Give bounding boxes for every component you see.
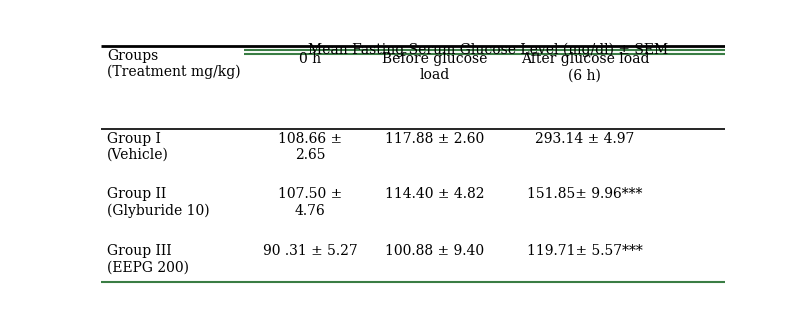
Text: 119.71± 5.57***: 119.71± 5.57*** <box>527 244 642 259</box>
Text: After glucose load
(6 h): After glucose load (6 h) <box>521 52 649 82</box>
Text: Group II
(Glyburide 10): Group II (Glyburide 10) <box>107 187 210 218</box>
Text: Group III
(EEPG 200): Group III (EEPG 200) <box>107 244 189 275</box>
Text: 0 h: 0 h <box>299 52 321 66</box>
Text: 108.66 ±
2.65: 108.66 ± 2.65 <box>278 132 342 162</box>
Text: Group I
(Vehicle): Group I (Vehicle) <box>107 132 169 162</box>
Text: Groups
(Treatment mg/kg): Groups (Treatment mg/kg) <box>107 49 241 79</box>
Text: 100.88 ± 9.40: 100.88 ± 9.40 <box>385 244 484 259</box>
Text: 114.40 ± 4.82: 114.40 ± 4.82 <box>385 187 484 201</box>
Text: 107.50 ±
4.76: 107.50 ± 4.76 <box>278 187 342 218</box>
Text: Before glucose
load: Before glucose load <box>382 52 488 82</box>
Text: Mean Fasting Serum Glucose Level (mg/dl) ± SEM: Mean Fasting Serum Glucose Level (mg/dl)… <box>308 43 668 57</box>
Text: 293.14 ± 4.97: 293.14 ± 4.97 <box>535 132 634 146</box>
Text: 151.85± 9.96***: 151.85± 9.96*** <box>527 187 642 201</box>
Text: 90 .31 ± 5.27: 90 .31 ± 5.27 <box>263 244 357 259</box>
Text: 117.88 ± 2.60: 117.88 ± 2.60 <box>385 132 484 146</box>
